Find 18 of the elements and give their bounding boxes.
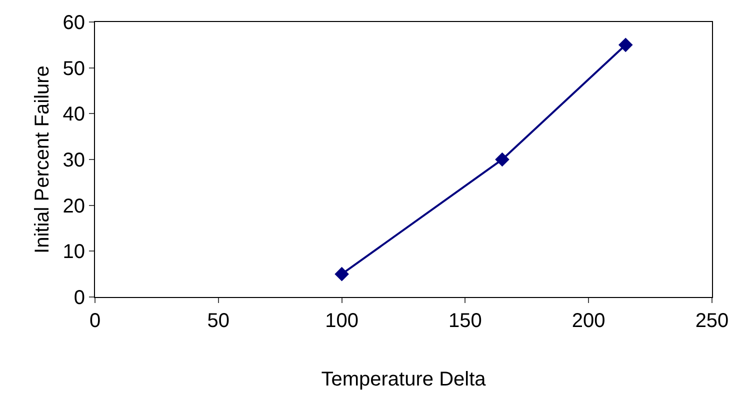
x-axis-title: Temperature Delta xyxy=(321,368,487,390)
point xyxy=(334,266,349,282)
x-tick-label: 100 xyxy=(325,310,358,332)
x-tick-label: 50 xyxy=(207,310,230,332)
y-tick-label: 60 xyxy=(62,12,85,34)
y-tick-label: 20 xyxy=(62,195,85,218)
x-tick-label: 0 xyxy=(89,310,101,332)
y-tick-label: 0 xyxy=(74,287,85,309)
x-tick-label: 200 xyxy=(572,310,606,332)
x-tick-label: 150 xyxy=(448,310,482,332)
y-tick-label: 10 xyxy=(62,241,85,264)
y-tick-label: 30 xyxy=(62,150,85,172)
x-tick-label: 250 xyxy=(695,310,729,332)
point xyxy=(618,38,633,52)
y-tick-label: 40 xyxy=(62,104,85,126)
y-tick-label: 50 xyxy=(62,58,85,80)
y-axis-title: Initial Percent Failure xyxy=(31,66,54,254)
point xyxy=(495,152,510,167)
